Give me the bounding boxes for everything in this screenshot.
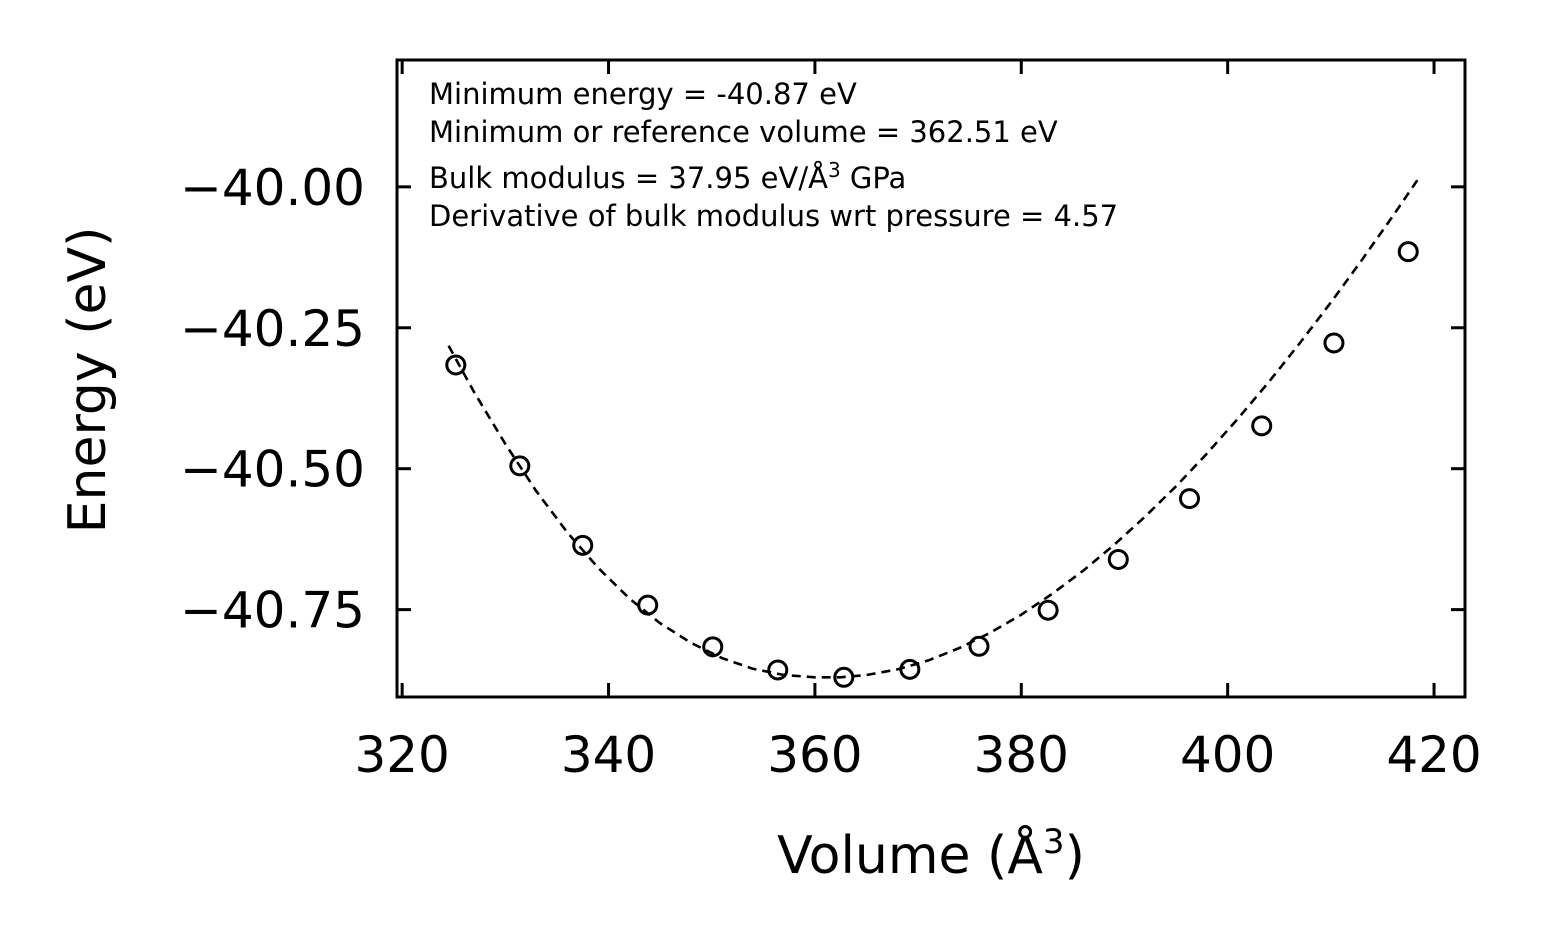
annotation-box: Minimum energy = -40.87 eV Minimum or re… — [429, 77, 1118, 233]
fit-curve-line — [447, 177, 1420, 679]
y-tick-label: −40.00 — [180, 159, 365, 217]
data-point — [445, 354, 467, 376]
data-point — [1251, 415, 1273, 437]
y-tick-label: −40.75 — [180, 582, 365, 640]
x-axis-label: Volume (Å3) — [777, 822, 1085, 886]
x-axis: 320 340 360 380 400 420 — [354, 60, 1482, 784]
data-point — [1107, 548, 1129, 570]
y-axis-label: Energy (eV) — [58, 227, 118, 534]
plot-area-frame — [395, 58, 1467, 699]
data-point — [1178, 488, 1200, 510]
data-point — [1397, 241, 1419, 263]
data-point — [702, 636, 724, 658]
x-tick-label: 400 — [1180, 726, 1275, 784]
x-tick-label: 360 — [767, 726, 862, 784]
x-tick-label: 380 — [974, 726, 1069, 784]
data-point — [899, 658, 921, 680]
data-point — [637, 594, 659, 616]
annotation-bulk-derivative: Derivative of bulk modulus wrt pressure … — [429, 199, 1118, 233]
data-point — [1037, 599, 1059, 621]
data-point — [1323, 332, 1345, 354]
data-markers — [445, 241, 1419, 688]
annotation-min-volume: Minimum or reference volume = 362.51 eV — [429, 115, 1058, 149]
y-axis: −40.00 −40.25 −40.50 −40.75 — [180, 159, 1465, 640]
y-tick-label: −40.50 — [180, 441, 365, 499]
x-tick-label: 420 — [1386, 726, 1481, 784]
x-tick-label: 320 — [354, 726, 449, 784]
y-tick-label: −40.25 — [180, 300, 365, 358]
data-point — [833, 666, 855, 688]
data-point — [767, 659, 789, 681]
annotation-min-energy: Minimum energy = -40.87 eV — [429, 77, 857, 111]
data-point — [509, 455, 531, 477]
data-point — [572, 534, 594, 556]
data-point — [968, 635, 990, 657]
x-tick-label: 340 — [561, 726, 656, 784]
annotation-bulk-modulus: Bulk modulus = 37.95 eV/Å3 GPa — [429, 158, 906, 195]
